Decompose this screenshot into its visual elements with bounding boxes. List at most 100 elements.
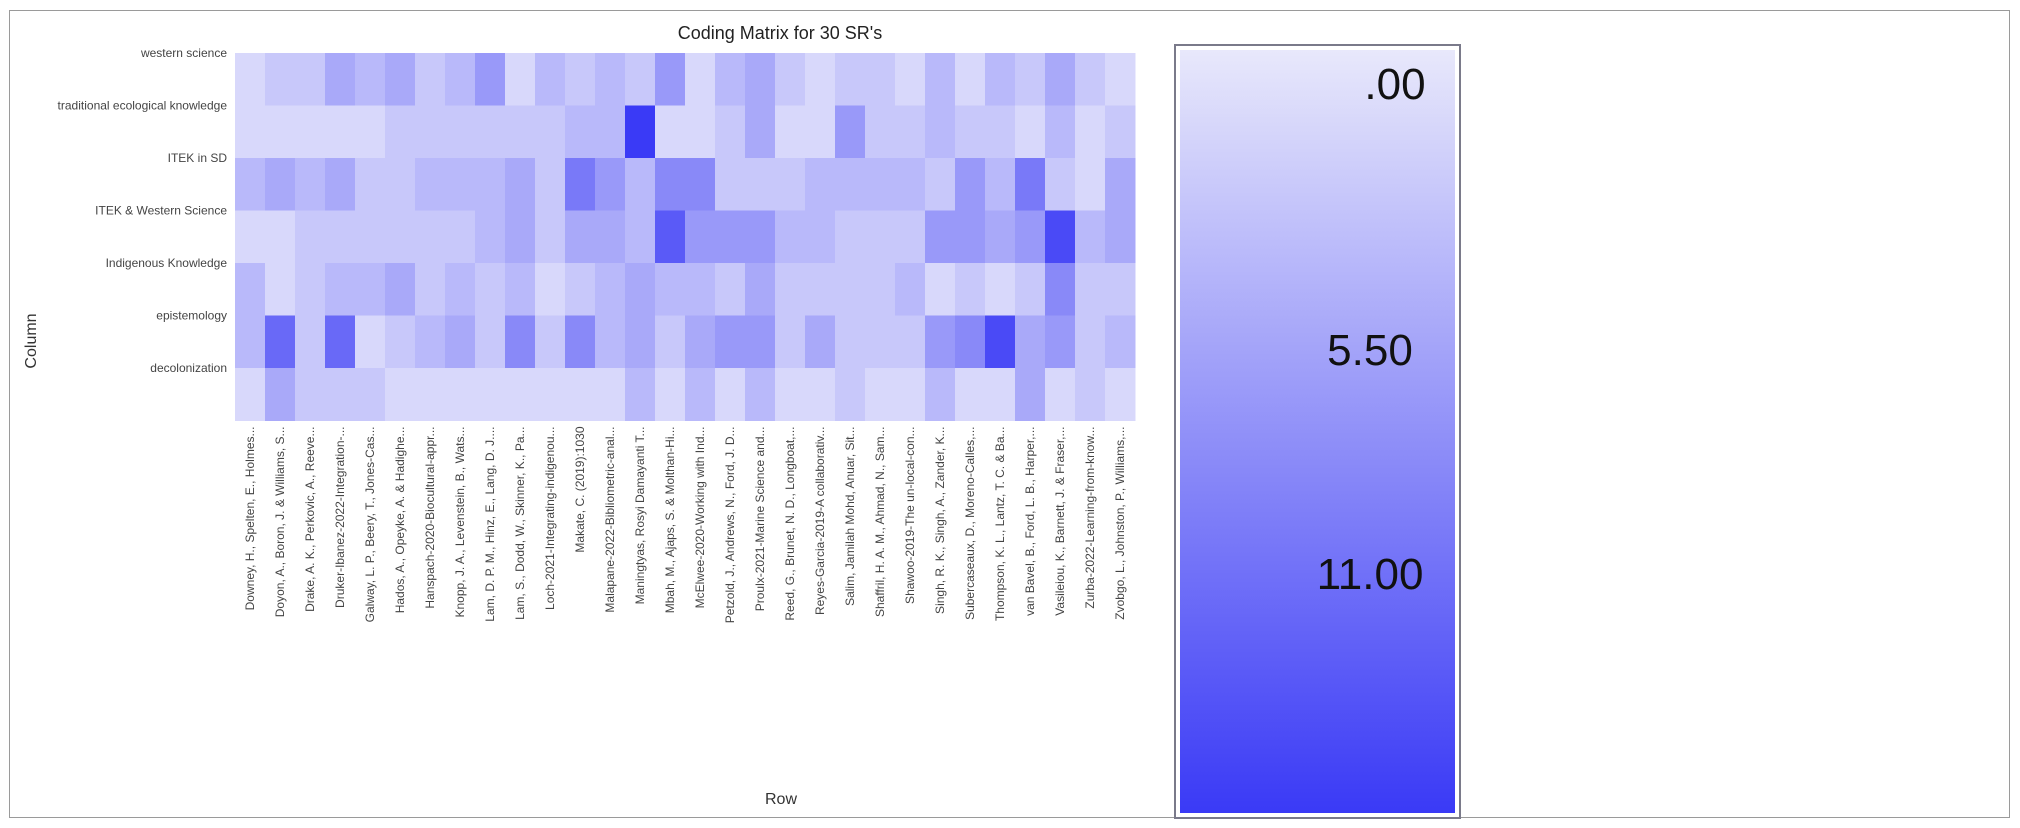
heatmap-cell: [1105, 263, 1136, 316]
heatmap-cell: [625, 105, 656, 159]
heatmap-cell: [385, 158, 416, 211]
heatmap-cell: [835, 368, 866, 421]
x-tick-label: Salim, Jamilah Mohd, Anuar, Sit...: [843, 427, 857, 606]
heatmap-cell: [835, 53, 866, 106]
x-tick-label: Zurba-2022-Learning-from-know...: [1083, 427, 1097, 609]
heatmap-cell: [1105, 105, 1136, 159]
heatmap-cell: [1015, 368, 1046, 421]
heatmap-cell: [265, 315, 296, 369]
heatmap-cell: [625, 210, 656, 264]
heatmap-cell: [625, 263, 656, 316]
heatmap-cell: [385, 53, 416, 106]
heatmap-cell: [805, 315, 836, 369]
heatmap-cell: [565, 158, 596, 211]
heatmap-cell: [685, 368, 716, 421]
x-tick-label: Doyon, A., Boron, J. & Williams, S...: [273, 427, 287, 618]
heatmap-cell: [505, 53, 536, 106]
heatmap-cell: [895, 368, 926, 421]
heatmap-cell: [985, 315, 1016, 369]
y-tick-labels: western science traditional ecological kn…: [58, 46, 228, 375]
heatmap-cell: [505, 158, 536, 211]
heatmap-cell: [865, 210, 896, 264]
heatmap-cell: [715, 158, 746, 211]
x-tick-label: Downey, H., Spelten, E., Holmes...: [243, 427, 257, 611]
legend-label-mid: 5.50: [1327, 326, 1413, 375]
heatmap-cell: [925, 263, 956, 316]
heatmap-cell: [475, 210, 506, 264]
heatmap-cell: [655, 53, 686, 106]
heatmap-cell: [1075, 368, 1106, 421]
heatmap-cell: [865, 105, 896, 159]
heatmap-cell: [445, 105, 476, 159]
y-tick-label: epistemology: [156, 309, 227, 323]
heatmap-cell: [325, 158, 356, 211]
x-tick-label: Subercaseaux, D., Moreno-Calles,...: [963, 427, 977, 620]
heatmap-cell: [415, 315, 446, 369]
heatmap-cell: [625, 315, 656, 369]
heatmap-cell: [745, 105, 776, 159]
heatmap-cell: [565, 53, 596, 106]
heatmap-cell: [835, 210, 866, 264]
heatmap-cell: [985, 263, 1016, 316]
heatmap-cell: [775, 105, 806, 159]
heatmap-cell: [805, 158, 836, 211]
heatmap-cell: [805, 210, 836, 264]
chart-frame: Coding Matrix for 30 SR's western scienc…: [9, 10, 2010, 819]
heatmap-cell: [625, 53, 656, 106]
y-tick-label: traditional ecological knowledge: [58, 99, 228, 113]
heatmap-cell: [1105, 368, 1136, 421]
heatmap-cell: [325, 105, 356, 159]
legend-gradient-bar: [1180, 50, 1455, 813]
heatmap-cell: [655, 368, 686, 421]
heatmap-cell: [955, 368, 986, 421]
heatmap-cell: [745, 368, 776, 421]
heatmap-cell: [385, 315, 416, 369]
heatmap-cell: [385, 105, 416, 159]
x-tick-label: Reyes-Garcia-2019-A collaborativ...: [813, 427, 827, 616]
heatmap-cells: [235, 53, 1136, 421]
heatmap-cell: [355, 315, 386, 369]
heatmap-cell: [955, 210, 986, 264]
heatmap-cell: [685, 263, 716, 316]
heatmap-cell: [775, 263, 806, 316]
heatmap-cell: [415, 158, 446, 211]
heatmap-cell: [295, 368, 326, 421]
heatmap-cell: [595, 210, 626, 264]
heatmap-cell: [865, 158, 896, 211]
heatmap-cell: [475, 263, 506, 316]
heatmap-cell: [655, 105, 686, 159]
heatmap-cell: [505, 105, 536, 159]
heatmap-cell: [925, 105, 956, 159]
heatmap-cell: [505, 210, 536, 264]
y-tick-label: western science: [140, 46, 227, 60]
heatmap-cell: [565, 210, 596, 264]
x-tick-label: Galway, L. P., Beery, T., Jones-Cas...: [363, 427, 377, 623]
x-tick-label: Lam, S., Dodd, W., Skinner, K., Pa...: [513, 427, 527, 620]
heatmap-cell: [355, 105, 386, 159]
heatmap-cell: [235, 105, 266, 159]
heatmap-cell: [325, 210, 356, 264]
y-tick-label: decolonization: [150, 361, 227, 375]
heatmap-cell: [715, 263, 746, 316]
y-tick-label: Indigenous Knowledge: [106, 256, 228, 270]
heatmap-cell: [655, 210, 686, 264]
heatmap-cell: [415, 263, 446, 316]
x-tick-label: Shawoo-2019-The un-local-con...: [903, 427, 917, 604]
heatmap-cell: [895, 53, 926, 106]
heatmap-cell: [1105, 315, 1136, 369]
heatmap-cell: [475, 53, 506, 106]
heatmap-cell: [1045, 315, 1076, 369]
heatmap-cell: [895, 315, 926, 369]
heatmap-cell: [415, 368, 446, 421]
heatmap-cell: [715, 315, 746, 369]
y-tick-label: ITEK & Western Science: [95, 204, 227, 218]
heatmap-cell: [985, 53, 1016, 106]
heatmap-cell: [415, 105, 446, 159]
heatmap-cell: [805, 105, 836, 159]
heatmap-cell: [895, 105, 926, 159]
heatmap-cell: [745, 53, 776, 106]
heatmap-cell: [1045, 263, 1076, 316]
heatmap-cell: [1075, 315, 1106, 369]
heatmap-cell: [565, 105, 596, 159]
heatmap-cell: [1075, 105, 1106, 159]
